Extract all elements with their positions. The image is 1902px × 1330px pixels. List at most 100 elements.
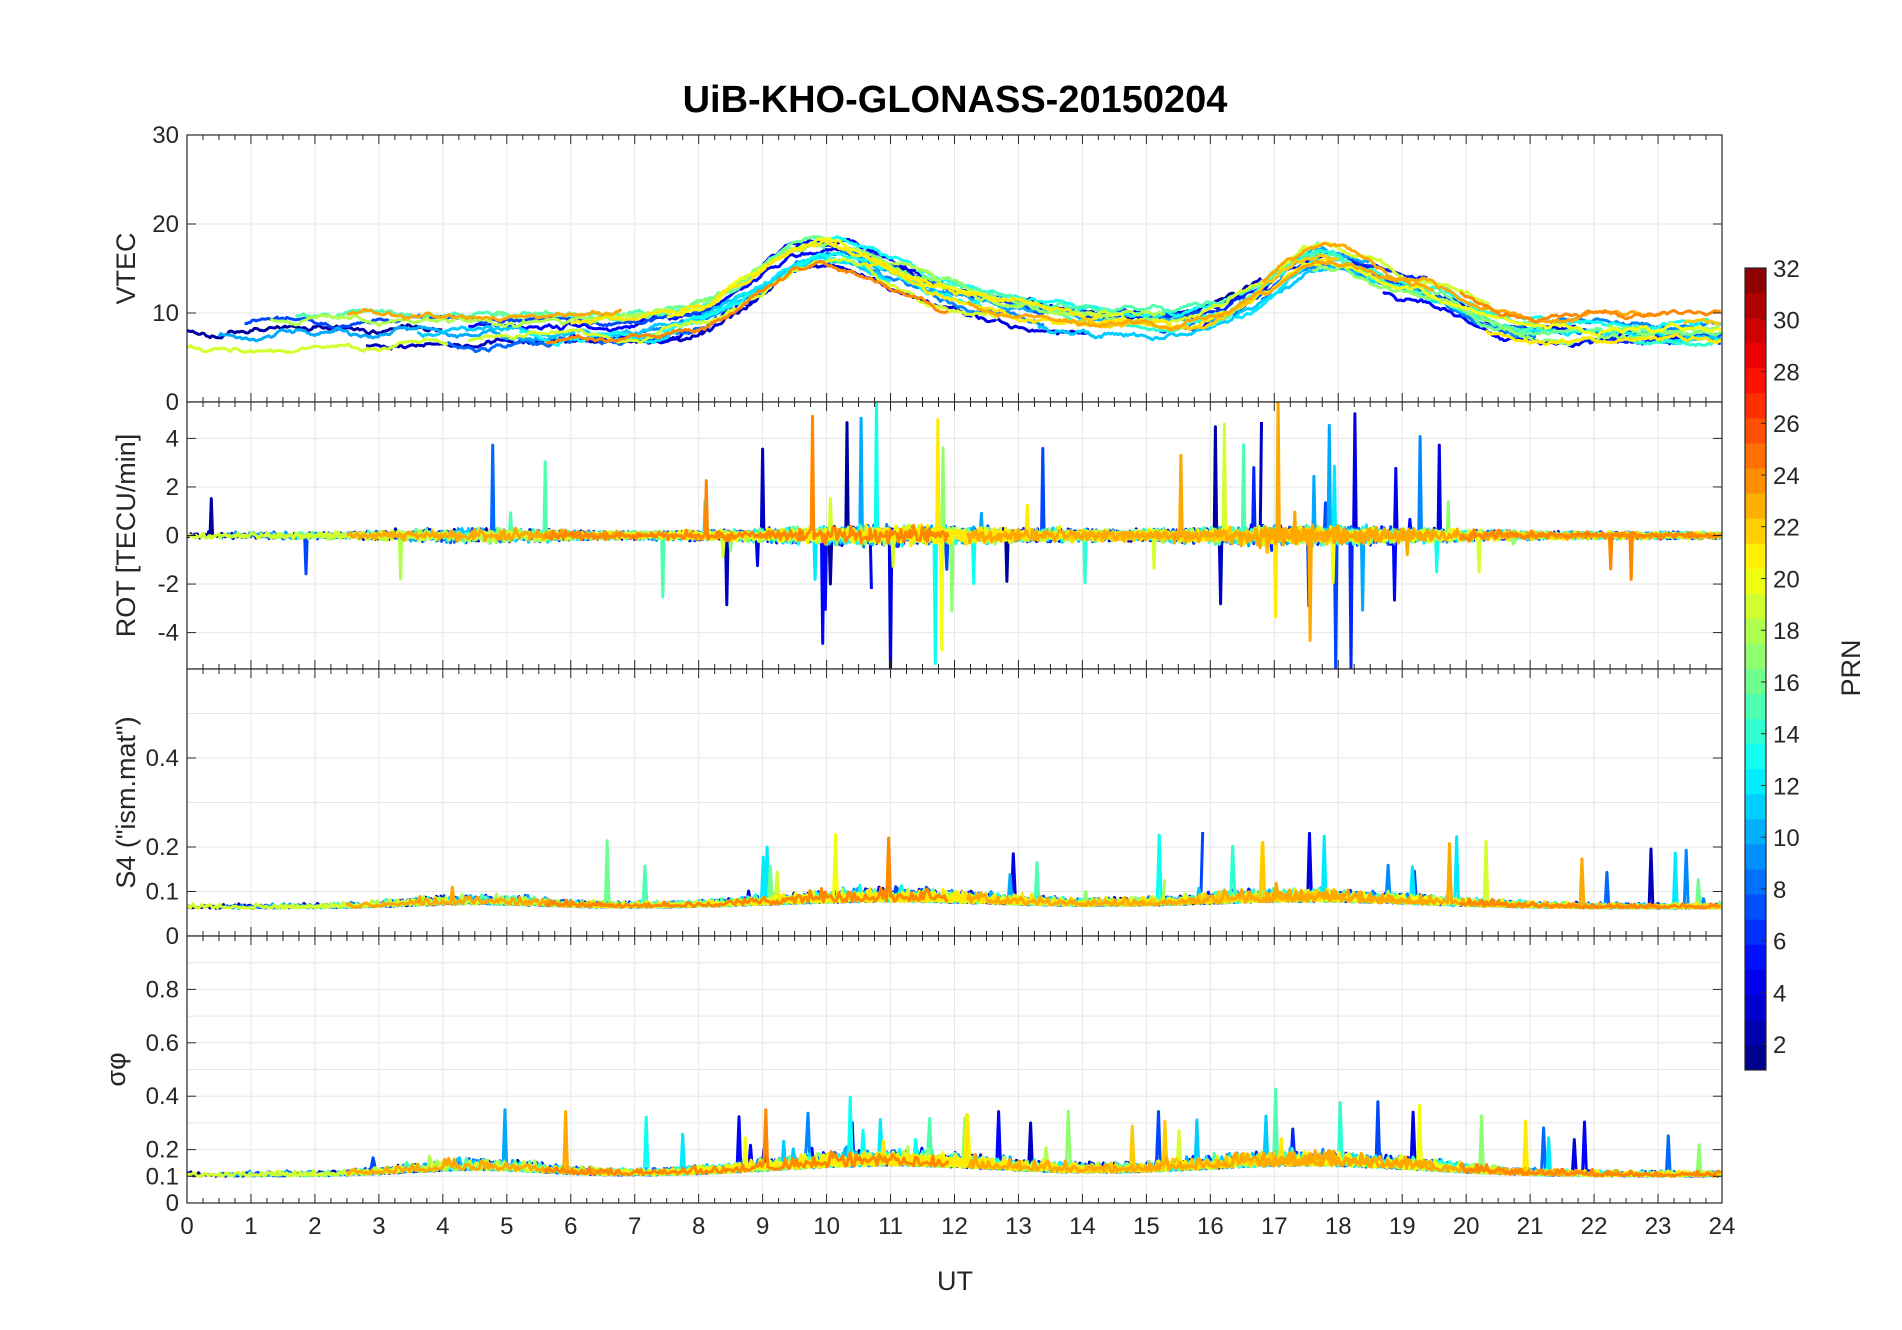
x-tick-label: 3 [372,1213,385,1240]
colorbar-band [1745,293,1766,319]
series-line-prn-11 [1037,264,1376,342]
x-tick-label: 12 [941,1213,968,1240]
colorbar-band [1745,894,1766,921]
colorbar-frame [1744,267,1767,1071]
series-line-prn-24 [1458,1162,1722,1178]
y-tick-label: -4 [158,620,179,647]
series-line-prn-5 [467,246,872,333]
colorbar-tick-label: 20 [1773,566,1800,593]
y-tick-label: 2 [166,474,179,501]
series-group [187,235,1722,355]
x-tick-label: 19 [1389,1213,1416,1240]
y-tick-label: 0.2 [146,1137,179,1164]
y-tick-label: 0.2 [146,834,179,861]
series-line-prn-24 [1458,290,1721,324]
x-tick-labels: 0 1 2 3 4 5 6 7 8 9 10 11 12 13 14 15 16 17 18 19 20 21 22 23 24 [180,1213,1735,1240]
panel-s4: 0 0.1 0.2 0.4S4 ("ism.mat") [111,668,1723,950]
panel-vtec: 0 10 20 30 VTEC [111,122,1723,416]
series-line-prn-23 [967,1149,1435,1174]
x-tick-label: 6 [564,1213,577,1240]
series-group [187,1087,1722,1178]
y-tick-label: 0.8 [146,976,179,1003]
x-ticks [186,936,1723,1203]
series-line-prn-24 [544,836,949,909]
colorbar-band [1745,643,1766,670]
colorbar-band [1745,393,1766,419]
series-line-prn-21 [863,257,1332,331]
colorbar-tick-label: 14 [1773,722,1800,749]
x-tick-label: 4 [436,1213,449,1240]
colorbar-band [1745,318,1766,344]
series-group [187,831,1722,910]
x-tick-label: 15 [1133,1213,1160,1240]
series-line-prn-24 [543,414,950,546]
x-tick-label: 2 [308,1213,321,1240]
colorbar-label: PRN [1836,639,1866,696]
colorbar-band [1745,618,1766,645]
panel-sigma_phi: 00.10.2 0.4 0.6 0.8 σφ [101,935,1723,1217]
colorbar-tick-label: 12 [1773,773,1800,800]
colorbar-band [1745,994,1766,1021]
series-line-prn-19 [187,337,449,355]
x-tick-label: 24 [1709,1213,1736,1240]
colorbar-band [1745,769,1766,795]
x-tick-label: 0 [180,1213,193,1240]
x-ticks [186,135,1723,402]
colorbar-band [1745,343,1766,369]
colorbar-band [1745,969,1766,996]
y-tick-label: 0 [166,523,179,550]
colorbar-tick-label: 18 [1773,618,1800,645]
x-tick-label: 18 [1325,1213,1352,1240]
y-tick-label: 20 [152,211,179,238]
x-tick-label: 17 [1261,1213,1288,1240]
colorbar-band [1745,819,1766,845]
colorbar-tick-label: 30 [1773,308,1800,335]
y-tick-label: 4 [166,425,179,452]
colorbar-band [1745,368,1766,394]
x-tick-label: 20 [1453,1213,1480,1240]
series-line-prn-23 [965,881,1435,907]
grid-lines [186,935,1723,1204]
colorbar-band [1745,794,1766,820]
series-line-prn-23 [966,260,1435,332]
series-line-prn-23 [346,307,623,323]
colorbar-tick-label: 32 [1773,256,1800,283]
colorbar-tick-label: 24 [1773,463,1800,490]
series-line-prn-23 [965,402,1436,550]
colorbar-band [1745,869,1766,896]
series-line-prn-22 [1063,253,1339,332]
colorbar-band [1745,518,1766,545]
x-tick-label: 10 [813,1213,840,1240]
y-tick-label: 10 [152,300,179,327]
series-line-prn-24 [1458,528,1722,581]
colorbar-band [1745,468,1766,495]
y-axis-label-s4: S4 ("ism.mat") [111,716,141,888]
x-tick-label: 16 [1197,1213,1224,1240]
colorbar-band [1745,944,1766,971]
x-tick-label: 8 [692,1213,705,1240]
colorbar-band [1745,744,1766,770]
y-tick-label: 0.4 [146,745,179,772]
y-tick-label: 0.6 [146,1030,179,1057]
y-tick-label: 0.1 [146,879,179,906]
series-line-prn-24 [543,1108,950,1177]
y-tick-label: 0 [166,389,179,416]
colorbar-tick-label: 6 [1773,929,1786,956]
colorbar-band [1745,568,1766,595]
series-line-prn-24 [545,260,949,345]
y-tick-label: 0.4 [146,1083,179,1110]
colorbar-band [1745,844,1766,870]
x-tick-label: 14 [1069,1213,1096,1240]
x-tick-label: 23 [1645,1213,1672,1240]
colorbar-band [1745,418,1766,444]
y-axis-label-vtec: VTEC [111,232,141,304]
y-tick-label: -2 [158,571,179,598]
series-line-prn-19 [467,256,999,344]
colorbar-band [1745,919,1766,946]
series-line-prn-11 [416,258,885,339]
chart-title: UiB-KHO-GLONASS-20150204 [683,79,1228,121]
series-line-prn-14 [1632,338,1721,348]
x-tick-label: 1 [244,1213,257,1240]
colorbar-tick-label: 8 [1773,877,1786,904]
